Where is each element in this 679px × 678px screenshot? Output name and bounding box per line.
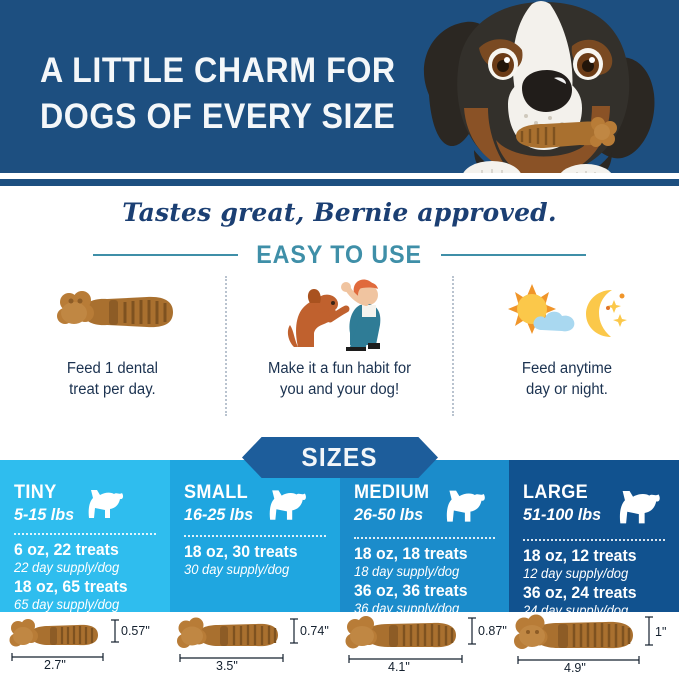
measurement-medium: 4.1" 0.87" <box>340 612 510 674</box>
feature-caption: Feed 1 dental treat per day. <box>66 360 158 399</box>
dog-silhouette-icon <box>83 484 129 527</box>
feature-item-fun-habit: Make it a fun habit for you and your dog… <box>225 276 452 416</box>
size-name: LARGE <box>523 482 589 503</box>
dimension-lines <box>179 618 298 662</box>
feature-caption: Feed anytime day or night. <box>521 360 612 399</box>
pack-option: 18 oz, 18 treats 18 day supply/dog <box>353 545 468 579</box>
height-label: 0.74" <box>300 624 329 638</box>
sun-and-moon-icon <box>502 276 632 348</box>
treat-diagram-large <box>514 614 653 664</box>
length-label: 3.5" <box>216 659 238 673</box>
measurement-small: 3.5" 0.74" <box>170 612 340 673</box>
size-column-small: SMALL 16-25 lbs 18 oz, 30 treats 30 day … <box>169 460 340 612</box>
treat-diagram-medium <box>345 616 476 663</box>
sizes-banner: SIZES <box>242 437 438 478</box>
pack-option: 36 oz, 36 treats 36 day supply/dog <box>353 582 468 616</box>
size-column-large: LARGE 51-100 lbs 18 oz, 12 treats 12 day… <box>509 460 679 618</box>
length-label: 4.9" <box>564 661 586 675</box>
dental-treat-icon <box>514 614 633 649</box>
pack-option: 6 oz, 22 treats 22 day supply/dog <box>14 541 120 575</box>
size-weight-range: 5-15 lbs <box>14 505 75 524</box>
feature-item-feed-one-daily: Feed 1 dental treat per day. <box>0 276 225 416</box>
dimension-lines <box>348 617 476 663</box>
pack-option: 18 oz, 12 treats 12 day supply/dog <box>523 547 637 581</box>
size-header: MEDIUM 26-50 lbs <box>354 482 510 531</box>
size-column-medium: MEDIUM 26-50 lbs 18 oz, 18 treats 18 day… <box>339 460 510 616</box>
height-label: 0.87" <box>478 624 507 638</box>
size-weight-range: 16-25 lbs <box>183 505 253 524</box>
size-header: SMALL 16-25 lbs <box>184 482 340 529</box>
page-title-line-2: DOGS OF EVERY SIZE <box>40 97 396 137</box>
size-weight-range: 26-50 lbs <box>353 505 423 524</box>
feature-item-anytime: Feed anytime day or night. <box>452 276 679 416</box>
size-column-tiny: TINY 5-15 lbs 6 oz, 22 treats 22 day sup… <box>0 460 170 612</box>
dental-treat-icon <box>9 619 98 647</box>
feature-list: Feed 1 dental treat per day. <box>0 276 679 416</box>
dental-treat-icon <box>49 276 177 348</box>
size-table: TINY 5-15 lbs 6 oz, 22 treats 22 day sup… <box>0 460 679 618</box>
length-label: 4.1" <box>388 660 410 674</box>
measurement-row: 2.7" 0.57" 3.5" 0.74" <box>0 612 679 675</box>
header-accent-bar <box>0 179 679 186</box>
dental-treat-icon <box>177 617 278 648</box>
easy-to-use-heading: EASY TO USE <box>0 240 679 270</box>
size-divider <box>183 535 326 537</box>
dimension-lines <box>11 619 119 661</box>
size-divider <box>14 533 156 535</box>
size-divider <box>353 537 496 539</box>
dog-silhouette-icon <box>611 484 669 533</box>
size-header: TINY 5-15 lbs <box>14 482 170 527</box>
dental-treat-icon <box>345 616 456 649</box>
dog-silhouette-icon <box>439 484 493 531</box>
tagline-script: Tastes great, Bernie approved. <box>122 198 557 227</box>
page-title-line-1: A LITTLE CHARM FOR <box>40 51 396 90</box>
measurement-tiny: 2.7" 0.57" <box>0 612 170 673</box>
feature-caption: Make it a fun habit for you and your dog… <box>267 360 412 399</box>
page-title: A LITTLE CHARM FOR DOGS OF EVERY SIZE <box>40 48 408 140</box>
size-header: LARGE 51-100 lbs <box>523 482 679 533</box>
dog-silhouette-icon <box>263 484 313 529</box>
woman-high-five-dog-icon <box>280 276 400 351</box>
size-name: TINY <box>14 482 57 503</box>
rule-left <box>93 254 239 256</box>
height-label: 0.57" <box>121 624 150 638</box>
easy-to-use-label: EASY TO USE <box>256 240 423 269</box>
pack-option: 18 oz, 30 treats 30 day supply/dog <box>183 543 298 577</box>
size-name: SMALL <box>183 482 248 503</box>
size-weight-range: 51-100 lbs <box>523 505 602 524</box>
dimension-lines <box>517 616 653 664</box>
pack-option: 18 oz, 65 treats 65 day supply/dog <box>14 578 128 612</box>
rule-right <box>440 254 586 256</box>
sizes-banner-label: SIZES <box>301 442 379 472</box>
height-label: 1" <box>655 625 667 639</box>
treat-diagram-tiny <box>9 619 119 661</box>
measurement-large: 4.9" 1" <box>510 612 679 675</box>
treat-diagram-small <box>177 617 298 662</box>
dog-photo <box>404 0 679 173</box>
header-banner: A LITTLE CHARM FOR DOGS OF EVERY SIZE <box>0 0 679 173</box>
size-divider <box>523 539 665 541</box>
length-label: 2.7" <box>44 658 66 672</box>
size-name: MEDIUM <box>353 482 429 503</box>
